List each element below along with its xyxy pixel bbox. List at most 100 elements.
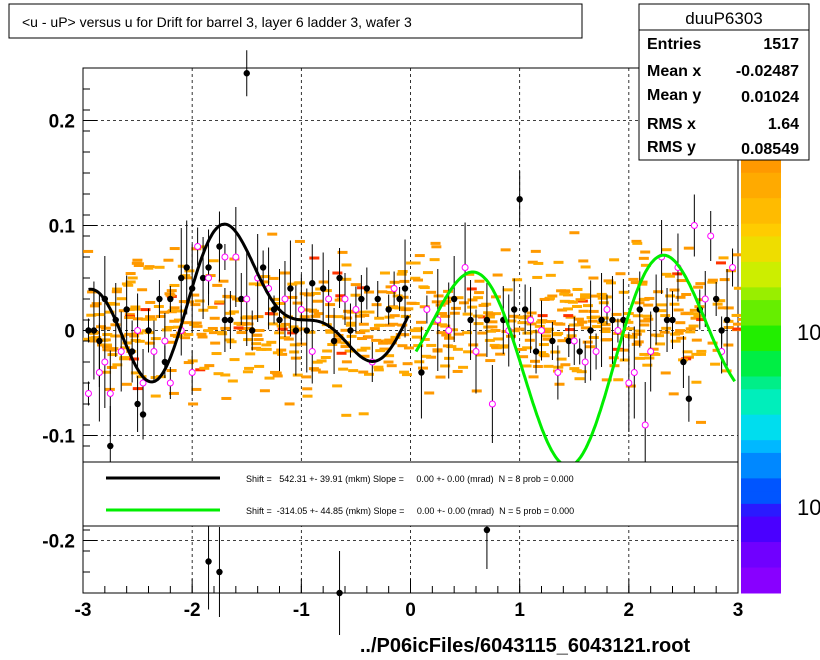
histogram-bin: [477, 331, 488, 335]
histogram-bin: [524, 338, 535, 342]
histogram-bin: [253, 338, 264, 342]
data-point: [363, 285, 371, 292]
histogram-bin: [341, 360, 352, 364]
histogram-bin: [183, 361, 194, 365]
histogram-bin: [556, 357, 567, 361]
histogram-bin: [211, 352, 222, 356]
histogram-bin: [615, 272, 626, 276]
histogram-bin: [101, 370, 112, 374]
histogram-bin: [664, 274, 675, 278]
histogram-bin: [254, 364, 265, 368]
histogram-bin: [588, 309, 599, 313]
histogram-bin: [332, 384, 343, 388]
histogram-bin: [348, 369, 359, 373]
histogram-bin: [132, 258, 143, 262]
histogram-bin: [452, 347, 463, 351]
histogram-bin: [392, 294, 403, 298]
histogram-bin: [112, 363, 123, 367]
data-point-open: [472, 348, 480, 355]
histogram-bin: [625, 384, 636, 388]
histogram-bin: [609, 258, 620, 262]
histogram-bin: [691, 352, 702, 356]
x-tick-label: -3: [75, 600, 92, 621]
histogram-bin: [242, 370, 253, 374]
histogram-bin: [256, 347, 267, 351]
histogram-bin: [187, 359, 198, 363]
histogram-bin: [437, 323, 448, 327]
histogram-bin: [350, 283, 361, 287]
histogram-bin: [218, 279, 229, 283]
histogram-bin: [192, 324, 203, 328]
histogram-bin: [182, 276, 193, 280]
palette-cell: [741, 401, 781, 416]
histogram-bin: [588, 276, 599, 280]
stats-label-entries: Entries: [647, 36, 701, 53]
palette-cell: [741, 261, 781, 276]
histogram-bin: [129, 334, 140, 338]
histogram-bin: [254, 328, 265, 332]
data-point-open: [570, 337, 578, 345]
histogram-bin: [661, 326, 672, 330]
histogram-bin: [104, 348, 115, 352]
histogram-bin: [308, 309, 319, 313]
data-point-open: [341, 295, 349, 303]
data-point: [549, 337, 556, 345]
histogram-bin: [514, 327, 525, 331]
histogram-bin: [590, 294, 601, 298]
histogram-bin: [521, 364, 532, 368]
histogram-bin: [359, 354, 370, 358]
histogram-bin: [334, 337, 345, 341]
histogram-bin: [166, 369, 177, 373]
histogram-bin: [183, 332, 194, 336]
x-tick-label: 1: [514, 600, 525, 621]
histogram-bin: [450, 306, 461, 310]
histogram-bin: [134, 339, 145, 343]
data-point-open: [729, 264, 737, 271]
histogram-bin: [309, 256, 320, 260]
histogram-bin: [194, 299, 205, 303]
histogram-bin: [356, 348, 367, 352]
y-tick-label: -0.1: [42, 427, 75, 448]
histogram-bin: [124, 313, 135, 317]
data-point-open: [117, 348, 125, 355]
histogram-bin: [321, 289, 332, 293]
histogram-bin: [707, 341, 718, 345]
histogram-bin: [243, 326, 254, 330]
palette-cell: [741, 300, 781, 314]
data-point: [96, 337, 103, 345]
histogram-bin: [364, 290, 375, 294]
histogram-bin: [644, 356, 655, 360]
histogram-bin: [578, 259, 589, 263]
histogram-bin: [447, 328, 458, 332]
histogram-bin: [170, 333, 181, 337]
histogram-bin: [669, 288, 680, 292]
data-point: [221, 316, 229, 324]
histogram-bin: [203, 329, 214, 333]
histogram-bin: [487, 325, 498, 329]
data-point: [652, 306, 660, 313]
data-point: [587, 327, 594, 334]
histogram-bin: [707, 278, 718, 282]
histogram-bin: [145, 315, 156, 319]
histogram-bin: [266, 340, 277, 344]
histogram-bin: [259, 389, 270, 393]
histogram-bin: [624, 327, 635, 331]
data-point: [450, 295, 458, 303]
histogram-bin: [572, 287, 583, 291]
histogram-bin: [492, 273, 503, 277]
histogram-bin: [253, 315, 264, 319]
histogram-bin: [632, 314, 643, 318]
data-point-open: [161, 337, 169, 345]
histogram-bin: [177, 264, 188, 268]
stats-label-rms-y: RMS y: [647, 139, 696, 156]
histogram-bin: [430, 241, 441, 245]
histogram-bin: [431, 300, 442, 304]
data-point: [249, 327, 256, 334]
data-point: [336, 274, 343, 282]
data-point-open: [281, 295, 289, 303]
histogram-bin: [316, 359, 327, 363]
histogram-bin: [184, 269, 195, 273]
color-palette: [741, 160, 781, 594]
histogram-bin: [644, 296, 655, 300]
